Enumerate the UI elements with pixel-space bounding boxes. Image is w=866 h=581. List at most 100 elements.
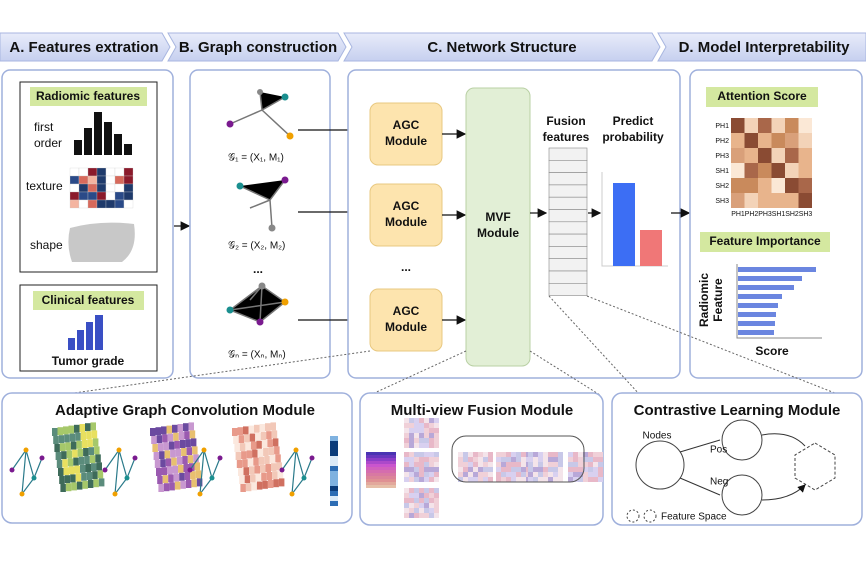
cell bbox=[731, 178, 745, 193]
cell bbox=[366, 458, 396, 461]
cell bbox=[593, 467, 598, 472]
cell bbox=[478, 477, 483, 482]
cell bbox=[190, 438, 197, 447]
cell bbox=[573, 462, 578, 467]
node bbox=[309, 455, 315, 461]
cell bbox=[568, 477, 573, 482]
cell bbox=[424, 433, 429, 438]
cell bbox=[69, 183, 80, 193]
node bbox=[31, 475, 37, 481]
cell bbox=[249, 433, 256, 442]
col-label: SH1 bbox=[772, 211, 786, 218]
cell bbox=[161, 426, 167, 435]
cell bbox=[429, 513, 434, 518]
cell bbox=[419, 508, 424, 513]
cell bbox=[243, 467, 249, 476]
graph-label: 𝒢₂ = (X₂, M₂) bbox=[228, 241, 285, 252]
cell bbox=[252, 449, 258, 458]
cell bbox=[483, 467, 488, 472]
cell bbox=[506, 462, 511, 467]
cell bbox=[409, 488, 414, 493]
cell bbox=[60, 484, 66, 492]
cell bbox=[593, 472, 598, 477]
cell bbox=[64, 475, 71, 484]
cell bbox=[424, 508, 429, 513]
label: probability bbox=[602, 130, 664, 144]
cell bbox=[270, 422, 276, 431]
panel-d: Attention Score PH1PH1PH2PH2PH3PH3SH1SH1… bbox=[689, 69, 863, 379]
cell bbox=[548, 160, 588, 173]
cell bbox=[548, 467, 553, 472]
cell bbox=[158, 484, 164, 492]
cell bbox=[558, 457, 563, 462]
label: Tumor grade bbox=[52, 354, 125, 368]
cell bbox=[188, 422, 194, 431]
cell bbox=[578, 467, 583, 472]
cell bbox=[419, 452, 424, 457]
cell bbox=[414, 418, 419, 423]
cell bbox=[598, 452, 603, 457]
cell bbox=[165, 458, 172, 467]
cell bbox=[419, 498, 424, 503]
cell bbox=[488, 477, 493, 482]
cell bbox=[409, 472, 414, 477]
node bbox=[217, 455, 223, 461]
bottom-cl: Contrastive Learning Module Nodes Pos Ne… bbox=[611, 392, 863, 526]
cell bbox=[516, 477, 521, 482]
cell bbox=[161, 467, 167, 476]
cell bbox=[521, 462, 526, 467]
cell bbox=[69, 466, 75, 475]
cell bbox=[731, 148, 745, 163]
cell bbox=[409, 418, 414, 423]
cell bbox=[176, 456, 183, 465]
cell bbox=[543, 457, 548, 462]
cell bbox=[185, 439, 191, 448]
cell bbox=[568, 472, 573, 477]
cell bbox=[744, 118, 758, 133]
cell bbox=[123, 167, 134, 177]
cell bbox=[404, 438, 409, 443]
cell bbox=[76, 481, 83, 490]
cell bbox=[533, 467, 538, 472]
cell bbox=[75, 432, 81, 441]
cell bbox=[96, 167, 107, 177]
cell bbox=[267, 480, 274, 488]
label: Radiomic features bbox=[36, 89, 140, 103]
cell bbox=[409, 423, 414, 428]
cell bbox=[409, 493, 414, 498]
cell bbox=[424, 513, 429, 518]
cell bbox=[468, 452, 473, 457]
cell bbox=[414, 477, 419, 482]
cell bbox=[171, 457, 177, 466]
cell bbox=[434, 493, 439, 498]
cell bbox=[463, 462, 468, 467]
cell bbox=[798, 178, 812, 193]
ellipsis: ... bbox=[401, 260, 411, 274]
cell bbox=[180, 480, 186, 489]
cell bbox=[785, 163, 799, 178]
cell bbox=[506, 477, 511, 482]
cell bbox=[414, 438, 419, 443]
cell bbox=[463, 457, 468, 462]
cell bbox=[234, 444, 240, 452]
cell bbox=[419, 493, 424, 498]
cell bbox=[785, 148, 799, 163]
step: C. Network Structure bbox=[427, 39, 576, 56]
cell bbox=[191, 479, 197, 488]
cell bbox=[543, 472, 548, 477]
cell bbox=[244, 434, 250, 443]
cell bbox=[152, 444, 158, 452]
cell bbox=[506, 452, 511, 457]
cell bbox=[256, 440, 262, 449]
node bbox=[301, 475, 307, 481]
cell bbox=[548, 477, 553, 482]
cell bbox=[521, 472, 526, 477]
cell bbox=[330, 461, 338, 466]
cell bbox=[404, 462, 409, 467]
cell bbox=[404, 508, 409, 513]
cell bbox=[516, 457, 521, 462]
cell bbox=[516, 467, 521, 472]
node bbox=[132, 455, 138, 461]
cell bbox=[533, 462, 538, 467]
cell bbox=[240, 484, 246, 492]
